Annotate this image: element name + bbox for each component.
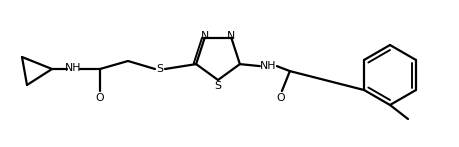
Text: O: O [277,93,285,103]
Text: S: S [214,81,222,91]
Text: N: N [226,31,235,41]
Text: S: S [157,64,163,74]
Text: N: N [202,31,210,41]
Text: NH: NH [65,63,81,73]
Text: O: O [95,93,104,103]
Text: NH: NH [260,61,276,71]
